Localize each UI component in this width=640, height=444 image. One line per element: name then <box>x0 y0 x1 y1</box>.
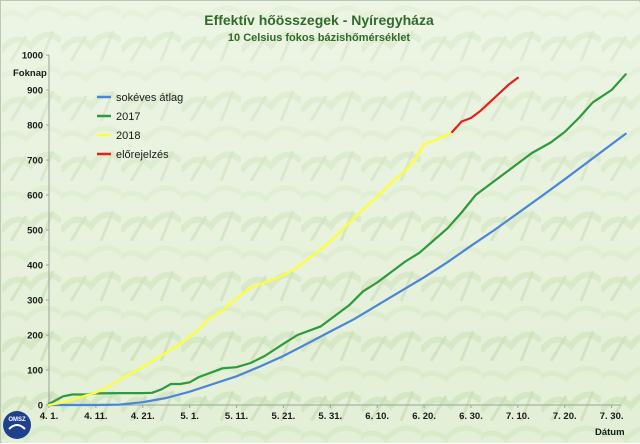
x-tick-label: 6. 10. <box>365 411 389 422</box>
x-tick-label: 7. 20. <box>553 411 577 422</box>
x-tick-label: 4. 11. <box>84 411 107 422</box>
x-tick-label: 4. 1. <box>40 411 59 422</box>
legend-label: előrejelzés <box>116 149 169 161</box>
y-tick-label: 400 <box>27 261 43 272</box>
y-tick-label: 600 <box>27 191 43 202</box>
logo-text: OMSZ <box>8 417 26 423</box>
omsz-logo: OMSZ <box>3 411 31 439</box>
x-axis-label: Dátum <box>595 427 625 438</box>
y-tick-label: 1000 <box>22 51 43 62</box>
y-tick-label: 500 <box>27 226 43 237</box>
legend: sokéves átlag 2017 2018 előrejelzés <box>97 92 183 161</box>
x-tick-label: 5. 21. <box>272 411 296 422</box>
x-tick-label: 4. 21. <box>131 411 155 422</box>
series-line-0 <box>47 132 627 407</box>
series-line-1 <box>47 73 627 405</box>
x-tick-label: 7. 30. <box>600 411 624 422</box>
x-tick-label: 5. 1. <box>180 411 199 422</box>
y-tick-label: 100 <box>27 366 43 377</box>
x-tick-label: 5. 11. <box>225 411 248 422</box>
y-tick-label: 800 <box>27 121 43 132</box>
y-tick-label: 300 <box>27 296 43 307</box>
x-tick-label: 6. 30. <box>459 411 483 422</box>
y-tick-label: 0 <box>38 401 43 412</box>
series-line-2 <box>47 130 454 407</box>
x-tick-label: 5. 31. <box>318 411 342 422</box>
series-lines <box>47 73 627 407</box>
y-tick-label: 900 <box>27 86 43 97</box>
y-axis-label: Foknap <box>13 68 47 79</box>
x-tick-label: 7. 10. <box>506 411 530 422</box>
legend-label: 2017 <box>116 111 140 123</box>
y-tick-label: 700 <box>27 156 43 167</box>
series-line-3 <box>451 76 519 134</box>
legend-label: sokéves átlag <box>116 92 183 104</box>
x-tick-label: 6. 20. <box>412 411 436 422</box>
chart-subtitle: 10 Celsius fokos bázishőmérséklet <box>228 32 411 44</box>
chart-title: Effektív hőösszegek - Nyíregyháza <box>204 12 434 28</box>
legend-label: 2018 <box>116 130 140 142</box>
axes: 0 100 200 300 400 500 600 700 800 900 1000 4. 1. 4. … <box>22 51 624 423</box>
y-tick-label: 200 <box>27 331 43 342</box>
